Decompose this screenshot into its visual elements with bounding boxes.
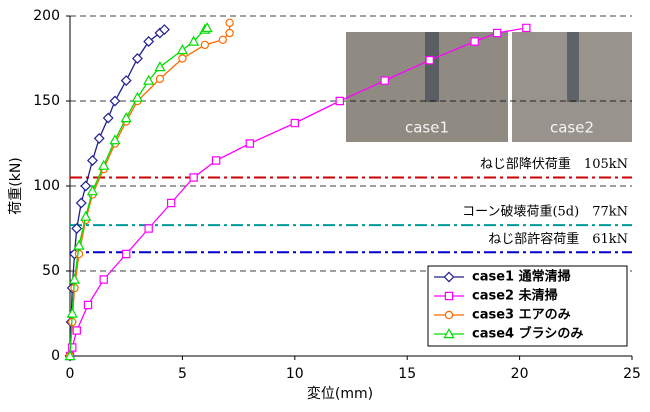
x-tick-label: 15 [398,366,416,382]
data-point [425,55,434,65]
y-tick-label: 200 [33,8,60,24]
x-tick-label: 5 [178,366,187,382]
legend-marker [443,271,455,283]
data-point [189,173,198,182]
legend-marker [443,328,455,339]
x-tick-label: 25 [623,366,641,382]
data-point [143,36,155,47]
data-point [131,91,144,102]
data-point [245,139,255,148]
data-point [73,239,85,250]
y-tick-label: 50 [42,263,60,279]
x-tick-label: 20 [511,366,529,382]
legend-label: case3 エアのみ [472,308,571,323]
data-point [158,24,170,36]
series-line [69,22,231,357]
data-point [492,28,502,38]
legend-box [427,265,628,347]
data-point [74,249,84,259]
x-tick-label: 0 [66,366,75,382]
data-point [188,35,200,46]
data-point [225,18,234,27]
data-point [120,112,132,123]
legend-label: case4 ブラシのみ [472,326,583,342]
legend-label: case2 未清掃 [472,288,558,304]
data-point [66,307,78,318]
data-point [120,75,132,87]
reference-label: コーン破壊荷重(5d) 77kN [462,204,628,220]
legend-label: case1 通常清掃 [472,269,571,285]
data-point [225,28,234,38]
series [65,23,531,361]
data-point [290,118,299,128]
data-point [200,40,210,50]
data-point [211,156,221,165]
data-point [335,96,344,106]
data-point [166,198,176,208]
data-point [109,134,121,145]
series [64,22,213,361]
series-line [69,29,165,357]
data-point [144,224,153,233]
data-point [80,180,92,192]
data-point [75,197,87,209]
inset-photo-bolt [425,32,439,102]
data-point [176,44,189,55]
data-point [102,112,114,124]
y-tick-label: 0 [51,348,60,364]
inset-photo-bolt [567,32,579,102]
legend-marker [444,310,454,320]
y-axis-title: 荷重(kN) [8,157,24,215]
data-point [131,53,143,64]
y-tick-label: 100 [33,178,60,194]
reference-label: ねじ部許容荷重 61kN [488,231,628,247]
data-point [72,326,81,335]
x-tick-label: 10 [286,366,304,382]
data-point [470,37,479,46]
inset-label: case1 [405,119,449,137]
inset-label: case2 [550,119,594,137]
data-point [155,74,165,84]
data-point [83,300,93,310]
data-point [380,76,389,85]
data-point [178,54,187,63]
data-point [143,74,155,85]
data-point [86,185,99,196]
data-point [154,61,166,72]
data-point [121,249,131,259]
data-point [68,273,81,284]
reference-label: ねじ部降伏荷重 105kN [480,156,628,172]
data-point [87,155,98,166]
data-point [64,350,76,361]
data-point [109,95,121,107]
series-line [69,27,208,357]
y-tick-label: 150 [33,93,60,109]
series-line [69,27,527,357]
data-point [522,23,531,33]
data-point [218,35,228,45]
data-point [80,210,92,221]
data-point [98,159,110,170]
legend-marker [444,291,454,301]
data-point [201,22,213,33]
data-point [99,275,108,284]
data-point [71,223,83,234]
x-axis-title: 変位(mm) [307,385,373,402]
data-point [93,132,105,144]
